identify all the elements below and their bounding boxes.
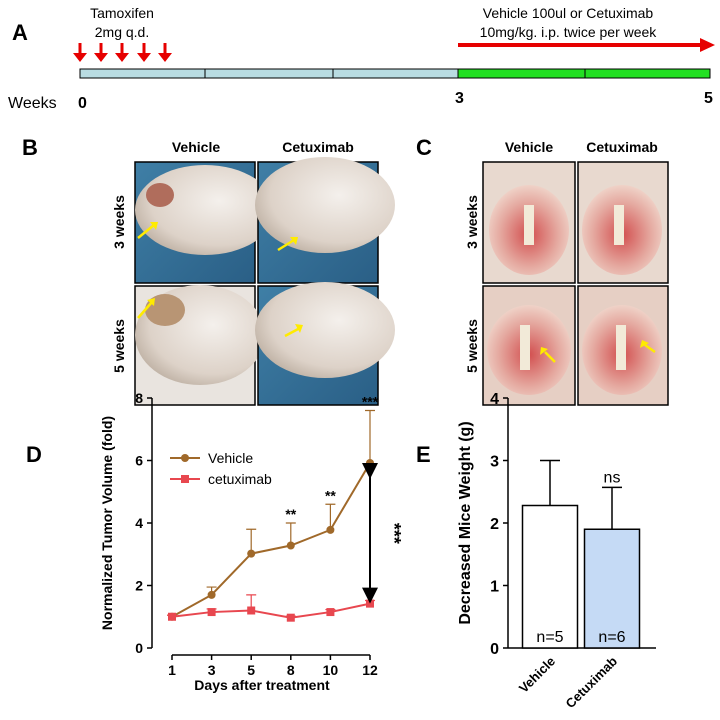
x-tick-label: Vehicle bbox=[516, 654, 558, 696]
point bbox=[326, 608, 335, 617]
x-tick-label: 1 bbox=[168, 662, 176, 678]
panel-label: B bbox=[22, 135, 38, 160]
photo-grid bbox=[134, 157, 395, 406]
error-bar bbox=[365, 409, 375, 463]
panel-label: E bbox=[416, 442, 431, 467]
timeline: Tamoxifen 2mg q.d. Vehicle 100ul or Cetu… bbox=[8, 5, 715, 112]
y-tick-label: 0 bbox=[135, 640, 143, 656]
x-tick-label: 3 bbox=[208, 662, 216, 678]
y-tick-label: 1 bbox=[490, 579, 499, 596]
y-tick-label: 3 bbox=[490, 454, 499, 471]
x-tick-label: Cetuximab bbox=[563, 653, 621, 711]
y-axis-label: Decreased Mice Weight (g) bbox=[457, 421, 474, 624]
y-tick-label: 4 bbox=[135, 515, 143, 531]
column-header: Cetuximab bbox=[586, 139, 658, 155]
panel-b: Vehicle Cetuximab 3 weeks 5 weeks bbox=[111, 139, 395, 406]
y-tick-label: 2 bbox=[135, 578, 143, 594]
photo-grid bbox=[482, 161, 669, 406]
point bbox=[207, 608, 216, 617]
comparison-label: *** bbox=[384, 523, 404, 544]
significance-label: *** bbox=[362, 394, 379, 410]
column-header: Vehicle bbox=[172, 139, 220, 155]
error-bar bbox=[602, 486, 622, 530]
week-label: 5 bbox=[704, 90, 713, 107]
panel-c: Vehicle Cetuximab 3 weeks 5 weeks bbox=[464, 139, 669, 406]
dose-label: 2mg q.d. bbox=[95, 24, 149, 40]
drug-label: Tamoxifen bbox=[90, 5, 154, 21]
significance-label: ** bbox=[285, 506, 296, 522]
column-header: Cetuximab bbox=[282, 139, 354, 155]
bar bbox=[583, 528, 641, 649]
x-tick-label: 12 bbox=[362, 662, 378, 678]
error-bar bbox=[246, 528, 257, 554]
timeline-bar bbox=[79, 68, 711, 79]
row-header: 3 weeks bbox=[464, 195, 480, 249]
x-tick-label: 5 bbox=[247, 662, 255, 678]
row-header: 3 weeks bbox=[111, 195, 127, 249]
x-axis-label: Days after treatment bbox=[194, 677, 330, 693]
y-tick-label: 6 bbox=[135, 453, 143, 469]
dose-label: 10mg/kg. i.p. twice per week bbox=[480, 24, 658, 40]
dose-arrows bbox=[73, 38, 715, 62]
error-bar bbox=[325, 503, 336, 530]
axis-label: Weeks bbox=[8, 95, 57, 112]
week-label: 0 bbox=[78, 95, 87, 112]
row-header: 5 weeks bbox=[111, 319, 127, 373]
panel-label: D bbox=[26, 442, 42, 467]
x-tick-label: 8 bbox=[287, 662, 295, 678]
drug-label: Vehicle 100ul or Cetuximab bbox=[483, 5, 654, 21]
column-header: Vehicle bbox=[505, 139, 553, 155]
error-bar bbox=[540, 459, 560, 506]
y-tick-label: 0 bbox=[490, 641, 499, 658]
bar-label: n=5 bbox=[536, 629, 563, 646]
point bbox=[366, 599, 374, 608]
series-line bbox=[171, 462, 371, 618]
point bbox=[168, 612, 176, 621]
significance-label: ** bbox=[325, 487, 336, 503]
point bbox=[247, 549, 256, 558]
point bbox=[207, 590, 216, 599]
point bbox=[247, 606, 256, 615]
point bbox=[286, 613, 295, 622]
point bbox=[366, 459, 374, 467]
photo-arrows bbox=[137, 222, 303, 338]
bar bbox=[521, 504, 579, 649]
legend-label: Vehicle bbox=[208, 450, 253, 466]
y-tick-label: 2 bbox=[490, 516, 499, 533]
significance-label: ns bbox=[604, 469, 621, 486]
panel-label: A bbox=[12, 20, 28, 45]
row-header: 5 weeks bbox=[464, 319, 480, 373]
photo-arrows bbox=[540, 340, 656, 363]
point bbox=[326, 525, 335, 534]
bar-label: n=6 bbox=[598, 629, 625, 646]
panel-label: C bbox=[416, 135, 432, 160]
y-tick-label: 4 bbox=[490, 391, 499, 408]
y-axis-label: Normalized Tumor Volume (fold) bbox=[99, 416, 115, 630]
point bbox=[286, 541, 295, 550]
x-tick-label: 10 bbox=[323, 662, 339, 678]
y-tick-label: 8 bbox=[135, 390, 143, 406]
legend-label: cetuximab bbox=[208, 471, 272, 487]
series-line bbox=[171, 602, 371, 619]
week-label: 3 bbox=[455, 90, 464, 107]
